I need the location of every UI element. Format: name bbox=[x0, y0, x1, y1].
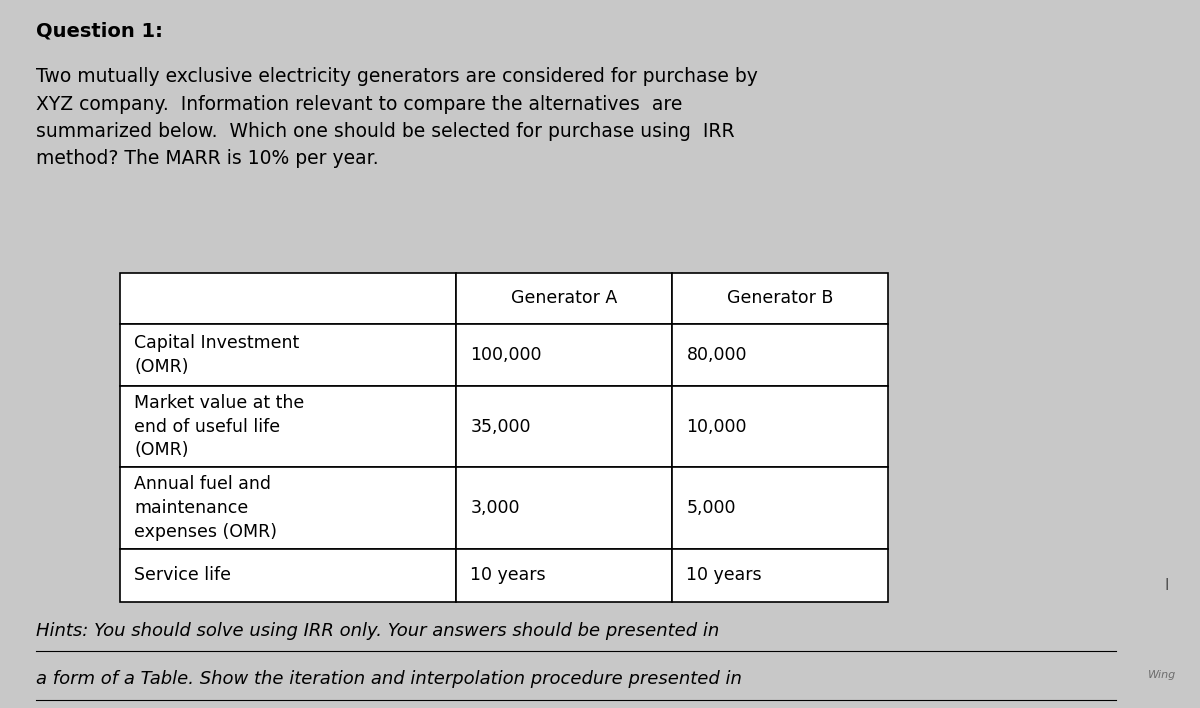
Text: 10 years: 10 years bbox=[470, 566, 546, 584]
Bar bbox=[672, 386, 888, 467]
Text: 10 years: 10 years bbox=[686, 566, 762, 584]
Bar bbox=[120, 549, 456, 602]
Text: Question 1:: Question 1: bbox=[36, 21, 163, 40]
Text: 80,000: 80,000 bbox=[686, 346, 746, 364]
Text: a form of a Table. Show the iteration and interpolation procedure presented in: a form of a Table. Show the iteration an… bbox=[36, 670, 742, 687]
Bar bbox=[456, 549, 672, 602]
Bar bbox=[120, 386, 456, 467]
Bar bbox=[120, 467, 456, 549]
Text: Hints: You should solve using IRR only. Your answers should be presented in: Hints: You should solve using IRR only. … bbox=[36, 622, 719, 639]
Bar bbox=[456, 324, 672, 386]
Bar bbox=[672, 549, 888, 602]
Text: Generator B: Generator B bbox=[727, 289, 833, 307]
Text: 5,000: 5,000 bbox=[686, 499, 736, 517]
Bar bbox=[120, 324, 456, 386]
Bar bbox=[672, 273, 888, 324]
Text: I: I bbox=[1164, 578, 1169, 593]
Text: Wing: Wing bbox=[1147, 670, 1176, 680]
Text: Capital Investment
(OMR): Capital Investment (OMR) bbox=[134, 334, 300, 375]
Text: 100,000: 100,000 bbox=[470, 346, 542, 364]
Bar bbox=[120, 273, 456, 324]
Text: 35,000: 35,000 bbox=[470, 418, 530, 435]
Text: Service life: Service life bbox=[134, 566, 232, 584]
Text: Market value at the
end of useful life
(OMR): Market value at the end of useful life (… bbox=[134, 394, 305, 459]
Bar bbox=[672, 324, 888, 386]
Bar bbox=[672, 467, 888, 549]
Bar bbox=[456, 467, 672, 549]
Bar bbox=[456, 386, 672, 467]
Bar bbox=[456, 273, 672, 324]
Text: Annual fuel and
maintenance
expenses (OMR): Annual fuel and maintenance expenses (OM… bbox=[134, 475, 277, 541]
Text: 10,000: 10,000 bbox=[686, 418, 746, 435]
Text: 3,000: 3,000 bbox=[470, 499, 520, 517]
Text: Generator A: Generator A bbox=[511, 289, 617, 307]
Text: Two mutually exclusive electricity generators are considered for purchase by
XYZ: Two mutually exclusive electricity gener… bbox=[36, 67, 758, 168]
